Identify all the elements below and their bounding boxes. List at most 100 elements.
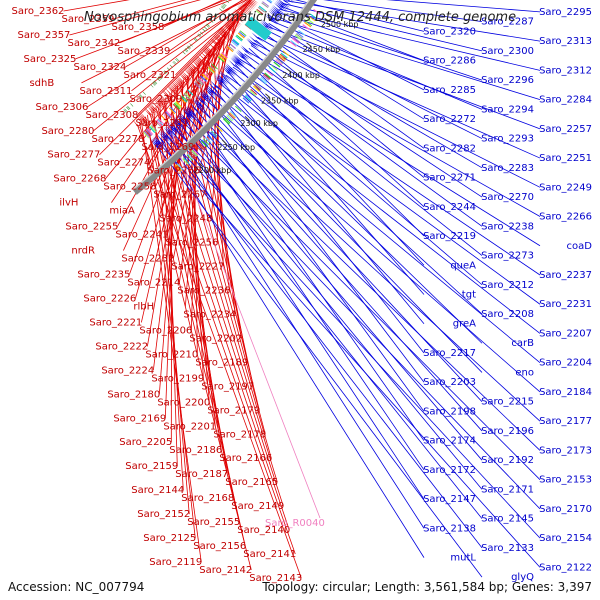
reverse-gene-arrow <box>208 82 221 94</box>
cog-category-block <box>208 66 216 73</box>
cog-category-block <box>196 79 204 86</box>
label-connector <box>246 50 541 217</box>
forward-gene-arrow <box>218 28 231 39</box>
forward-gene-arrow <box>228 16 242 27</box>
reverse-gene-arrow <box>176 114 188 127</box>
gene-label: Saro_2339 <box>117 46 170 57</box>
cog-category-block <box>261 2 269 9</box>
cog-category-block <box>146 128 154 135</box>
cog-category-block <box>188 152 195 160</box>
kbp-tick <box>324 17 330 23</box>
forward-gene-arrow <box>161 90 173 102</box>
gc-skew-mark <box>214 14 218 18</box>
forward-gene-arrow <box>166 85 178 97</box>
forward-gene-arrow <box>199 50 212 62</box>
forward-gene-arrow <box>175 76 188 88</box>
forward-gene-arrow <box>207 41 220 53</box>
label-connector <box>386 0 541 13</box>
gene-label: Saro_2268 <box>53 174 106 185</box>
label-connector <box>237 61 483 256</box>
forward-gene-arrow <box>253 0 259 4</box>
forward-gene-arrow <box>201 48 214 60</box>
gene-label: Saro_2180 <box>107 389 160 400</box>
forward-gene-arrow <box>139 111 151 124</box>
gene-label: Saro_2312 <box>539 65 592 76</box>
gene-label: glyQ <box>511 572 534 583</box>
cog-category-block <box>226 115 233 122</box>
label-connector <box>163 113 321 519</box>
reverse-gene-arrow <box>268 10 282 21</box>
cog-category-block <box>204 136 212 144</box>
gene-label: Saro_2342 <box>67 38 120 49</box>
cog-category-block <box>306 18 314 24</box>
gene-label: Saro_2249 <box>539 182 592 193</box>
gene-label: Saro_2199 <box>151 373 204 384</box>
gene-label: Saro_2237 <box>539 270 592 281</box>
gene-label: Saro_2155 <box>187 517 240 528</box>
reverse-gene-arrow <box>223 66 236 77</box>
cog-category-block <box>195 145 203 153</box>
gc-skew-mark <box>221 5 225 9</box>
forward-gene-arrow <box>231 11 245 22</box>
reverse-gene-arrow <box>224 63 237 75</box>
gene-label: Saro_2311 <box>79 86 132 97</box>
reverse-gene-arrow <box>248 35 262 46</box>
cog-category-block <box>169 106 177 114</box>
gene-label: Saro_2168 <box>181 493 234 504</box>
cog-category-block <box>269 67 276 73</box>
label-connector <box>255 39 425 178</box>
gc-skew-mark <box>164 70 168 74</box>
gene-label: Saro_2206 <box>139 325 192 336</box>
reverse-gene-arrow <box>200 90 213 102</box>
cog-category-block <box>254 84 261 91</box>
forward-gene-arrow <box>167 84 179 96</box>
gene-label: Saro_2270 <box>481 192 534 203</box>
reverse-gene-arrow <box>203 87 216 99</box>
cog-category-block <box>180 96 187 103</box>
cog-category-block <box>228 113 235 120</box>
gene-label: Saro_2285 <box>423 85 476 96</box>
cog-category-block <box>279 53 287 60</box>
cog-category-block <box>175 164 182 171</box>
cog-category-block <box>197 143 205 151</box>
gc-skew-mark <box>156 77 160 82</box>
forward-gene-arrow <box>232 10 246 21</box>
label-connector <box>216 85 483 344</box>
gene-label: Saro_2222 <box>95 341 148 352</box>
cog-category-block <box>209 131 217 139</box>
cog-category-block <box>227 114 234 121</box>
gc-skew-mark <box>193 38 198 42</box>
gc-skew-mark <box>225 0 230 3</box>
gene-label: Saro_2140 <box>237 525 290 536</box>
label-connector <box>266 25 541 130</box>
label-connector <box>206 95 425 383</box>
reverse-gene-arrow <box>287 0 294 4</box>
reverse-gene-arrow <box>270 7 284 17</box>
reverse-gene-arrow <box>205 85 218 97</box>
label-connector <box>158 142 541 568</box>
gene-label: Saro_2201 <box>163 421 216 432</box>
reverse-gene-arrow <box>159 130 171 143</box>
reverse-gene-arrow <box>201 89 214 101</box>
label-connector <box>272 17 541 100</box>
forward-gene-arrow <box>225 20 238 31</box>
reverse-gene-arrow <box>150 139 162 152</box>
gc-skew-mark <box>150 84 154 88</box>
gene-label: Saro_2238 <box>481 221 534 232</box>
label-connector <box>93 9 245 132</box>
label-connector <box>166 135 541 539</box>
gene-label: Saro_2165 <box>225 477 278 488</box>
cog-category-block <box>144 129 152 137</box>
cog-category-block <box>190 85 198 92</box>
gene-label: Saro_2202 <box>189 333 242 344</box>
gene-label: Saro_2198 <box>423 406 476 417</box>
gc-skew-mark <box>173 60 177 64</box>
label-connector <box>196 105 541 422</box>
cog-category-block <box>255 10 263 16</box>
kbp-tick <box>286 68 292 73</box>
cog-category-block <box>244 95 252 102</box>
cog-category-block <box>221 52 228 59</box>
forward-gene-arrow <box>212 35 225 46</box>
label-connector <box>69 0 201 36</box>
cog-category-block <box>292 37 300 44</box>
